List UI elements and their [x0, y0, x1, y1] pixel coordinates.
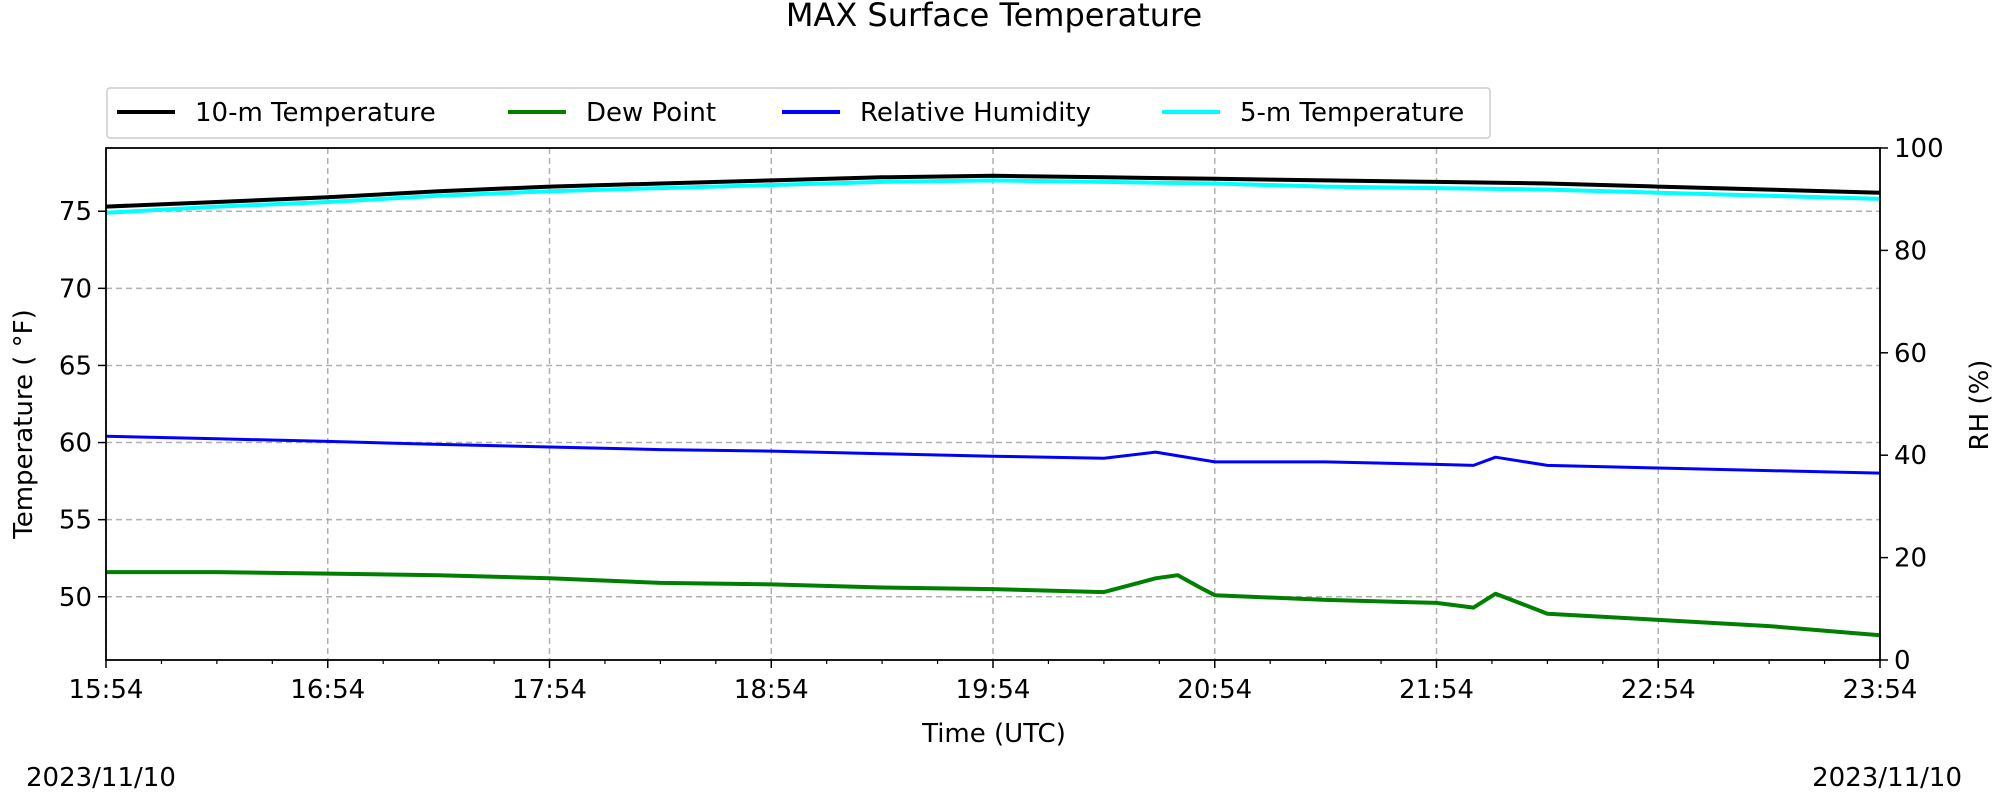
- legend-label: Relative Humidity: [860, 98, 1091, 128]
- series-line-5-m-temperature: [105, 178, 1881, 215]
- x-tick-label: 16:54: [290, 675, 365, 705]
- series-line-relative-humidity: [105, 434, 1881, 475]
- y-tick-label: 70: [59, 274, 92, 304]
- series-lines: [105, 173, 1881, 638]
- series-line-dew-point: [106, 570, 1881, 638]
- x-tick-label: 20:54: [1177, 675, 1252, 705]
- date-label-right: 2023/11/10: [1812, 763, 1962, 793]
- y2-tick-label: 40: [1894, 441, 1927, 471]
- chart-title: MAX Surface Temperature: [786, 0, 1202, 34]
- legend-label: 10-m Temperature: [195, 98, 436, 128]
- legend-label: Dew Point: [586, 98, 716, 128]
- plot-frame: [105, 147, 1881, 661]
- y-tick-label: 75: [59, 197, 92, 227]
- legend: 10-m Temperature Dew Point Relative Humidi…: [106, 87, 1491, 139]
- x-tick-label: 18:54: [734, 675, 809, 705]
- y2-tick-label: 20: [1894, 544, 1927, 574]
- x-tick-label: 19:54: [956, 675, 1031, 705]
- axes: 15:54 16:54 17:54 18:54 19:54 20:54 21:54 22:54…: [59, 134, 1944, 705]
- series-line-10-m-temperature: [105, 173, 1881, 209]
- date-label-left: 2023/11/10: [26, 763, 176, 793]
- x-tick-label: 17:54: [512, 675, 587, 705]
- y-tick-label: 55: [59, 506, 92, 536]
- x-tick-label: 23:54: [1843, 675, 1918, 705]
- y2-tick-label: 0: [1894, 646, 1911, 676]
- y2-tick-label: 60: [1894, 339, 1927, 369]
- x-axis-label: Time (UTC): [921, 719, 1066, 749]
- y2-axis-label: RH (%): [1965, 360, 1995, 451]
- x-tick-label: 21:54: [1399, 675, 1474, 705]
- y-tick-label: 60: [59, 429, 92, 459]
- x-tick-label: 22:54: [1621, 675, 1696, 705]
- y2-tick-label: 80: [1894, 236, 1927, 266]
- legend-label: 5-m Temperature: [1240, 98, 1464, 128]
- y-tick-label: 65: [59, 351, 92, 381]
- y-tick-label: 50: [59, 583, 92, 613]
- y-axis-label: Temperature ( °F): [9, 309, 39, 539]
- x-tick-label: 15:54: [69, 675, 144, 705]
- y2-tick-label: 100: [1894, 134, 1944, 164]
